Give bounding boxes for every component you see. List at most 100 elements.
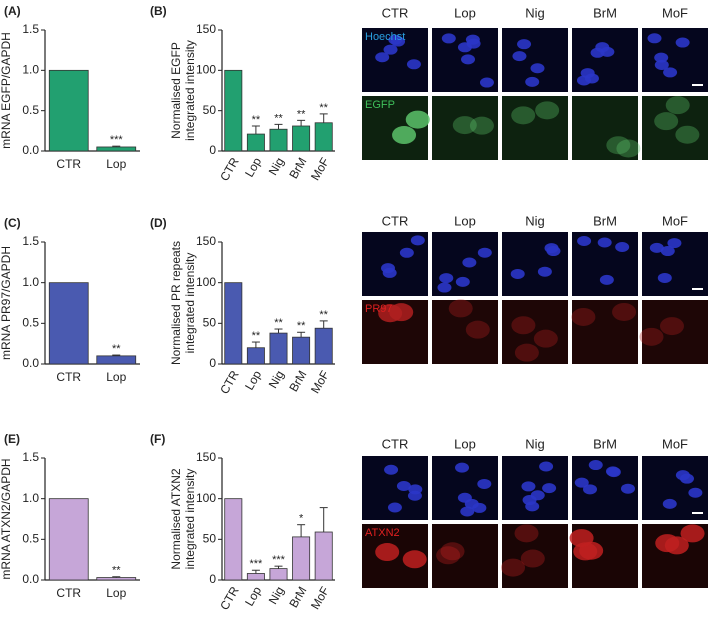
significance-label: *** [249,558,263,570]
error-bar [319,507,328,533]
micrograph [642,300,708,364]
y-tick-label: 0.5 [22,316,39,330]
micrograph [432,300,498,364]
bar [224,282,243,365]
x-tick-label: CTR [217,584,242,613]
cell [466,38,481,49]
panel-label: (D) [150,216,167,230]
significance-label: * [299,513,304,525]
bar [246,347,265,365]
cell [544,243,559,254]
cell [535,101,560,120]
y-tick-label: 50 [203,532,217,546]
y-tick-label: 1.5 [22,234,39,248]
column-header: MoF [662,5,688,20]
cell [462,257,477,268]
cell [606,467,621,478]
error-bar [297,331,306,338]
cell [440,542,465,561]
column-header: BrM [593,436,617,451]
cell [599,274,614,285]
x-tick-label: CTR [56,370,81,384]
channel-label: PR97 [365,303,393,315]
bar [292,536,311,581]
error-bar [274,565,283,569]
bar [292,125,311,152]
significance-label: ** [252,114,261,126]
x-tick-label: MoF [308,584,332,612]
error-bar [319,113,328,123]
y-axis-label: Normalised ATXN2 [169,468,183,569]
cell [649,242,664,253]
cell [479,77,494,88]
bar [96,355,137,365]
significance-label: *** [110,134,124,146]
significance-label: ** [274,112,283,124]
column-header: MoF [662,213,688,228]
channel-label: ATXN2 [365,527,400,539]
panel-label: (C) [4,216,21,230]
error-bar [274,123,283,130]
cell [606,136,631,155]
cell [542,483,557,494]
micrograph [432,524,498,588]
column-header: Lop [454,5,476,20]
cell [616,139,641,158]
micrograph [432,96,498,160]
cell [464,498,479,509]
cell [407,490,422,501]
y-axis-label: Normalised EGFP [169,42,183,139]
cell [530,63,545,74]
cell [402,550,427,569]
cell [663,67,678,78]
y-tick-label: 0 [209,572,216,586]
cell [665,96,690,115]
cell [539,461,554,472]
cell [461,54,476,65]
error-bar [319,320,328,329]
bar [48,69,89,152]
cell [521,481,536,492]
cell [615,241,630,252]
cell [517,39,532,50]
cell [437,282,452,293]
x-tick-label: Nig [266,584,287,607]
x-tick-label: Lop [106,157,126,171]
bar [224,498,243,581]
x-tick-label: MoF [308,155,332,183]
cell [511,106,536,125]
column-header: MoF [662,436,688,451]
error-bar [112,354,121,356]
significance-label: *** [272,554,286,566]
cell [452,116,477,135]
significance-label: ** [297,108,306,120]
x-tick-label: MoF [308,368,332,396]
cell [597,237,612,248]
column-header: BrM [593,213,617,228]
cell [667,238,682,249]
y-tick-label: 0.0 [22,356,39,370]
x-tick-label: Lop [106,370,126,384]
cell [647,33,662,44]
cell [533,329,558,348]
cell [520,549,545,568]
y-tick-label: 150 [196,450,216,464]
bar [224,69,243,152]
cell [675,125,700,144]
cell [584,73,599,84]
cell [525,76,540,87]
cell [399,247,414,258]
bar [48,282,89,365]
panel-label: (E) [4,432,20,446]
bar [314,327,333,365]
y-tick-label: 1.0 [22,491,39,505]
cell [384,464,399,475]
y-axis-label: mRNA PR97/GAPDH [0,246,13,360]
y-tick-label: 0.0 [22,143,39,157]
cell [392,126,417,145]
y-axis-label: integrated intensity [183,469,197,570]
cell [590,47,605,58]
cell [525,501,540,512]
bar [246,573,265,581]
